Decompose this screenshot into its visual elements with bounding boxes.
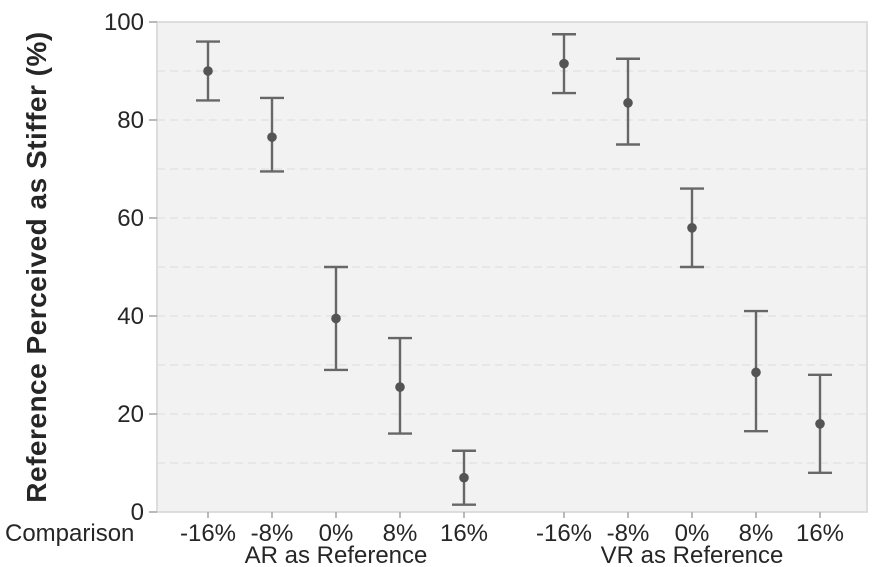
x-axis-comparison-label: Comparison bbox=[5, 520, 134, 547]
y-tick-label: 80 bbox=[117, 107, 144, 134]
x-tick-label: -16% bbox=[180, 520, 236, 547]
data-point bbox=[395, 382, 405, 392]
x-tick-label: 0% bbox=[319, 520, 354, 547]
y-tick-label: 20 bbox=[117, 401, 144, 428]
data-point bbox=[459, 472, 469, 483]
x-tick-label: -16% bbox=[536, 520, 592, 547]
x-tick-label: -8% bbox=[251, 520, 294, 547]
x-tick-label: 8% bbox=[383, 520, 418, 547]
plot-border bbox=[156, 21, 868, 513]
group-label-vr: VR as Reference bbox=[601, 542, 784, 567]
data-point bbox=[203, 66, 213, 76]
data-point bbox=[623, 98, 633, 108]
data-point bbox=[559, 58, 569, 69]
y-tick-label: 100 bbox=[104, 9, 144, 36]
x-tick-label: 0% bbox=[675, 520, 710, 547]
y-axis-title: Reference Perceived as Stiffer (%) bbox=[21, 31, 52, 502]
data-point bbox=[331, 313, 341, 324]
y-tick-label: 60 bbox=[117, 205, 144, 232]
x-tick-label: 16% bbox=[796, 520, 844, 547]
data-point bbox=[267, 132, 277, 142]
data-point bbox=[687, 223, 697, 233]
group-label-ar: AR as Reference bbox=[245, 542, 428, 567]
data-point bbox=[751, 367, 761, 378]
data-point bbox=[815, 419, 825, 429]
plot-area: 0 20 40 60 80 100 -16% -8% 0% 8% 16% -16% -8% 0% 8% 16% bbox=[104, 9, 868, 547]
y-tick-label: 40 bbox=[117, 303, 144, 330]
x-tick-label: -8% bbox=[607, 520, 650, 547]
x-tick-label: 8% bbox=[739, 520, 774, 547]
y-tick-label: 0 bbox=[131, 499, 144, 526]
x-tick-label: 16% bbox=[440, 520, 488, 547]
